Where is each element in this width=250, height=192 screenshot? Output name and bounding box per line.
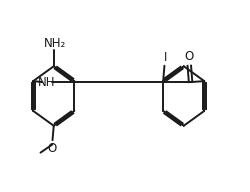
Text: I: I (164, 51, 167, 64)
Text: NH: NH (38, 76, 56, 89)
Text: O: O (185, 50, 194, 64)
Text: O: O (48, 142, 57, 156)
Text: NH₂: NH₂ (44, 36, 66, 50)
